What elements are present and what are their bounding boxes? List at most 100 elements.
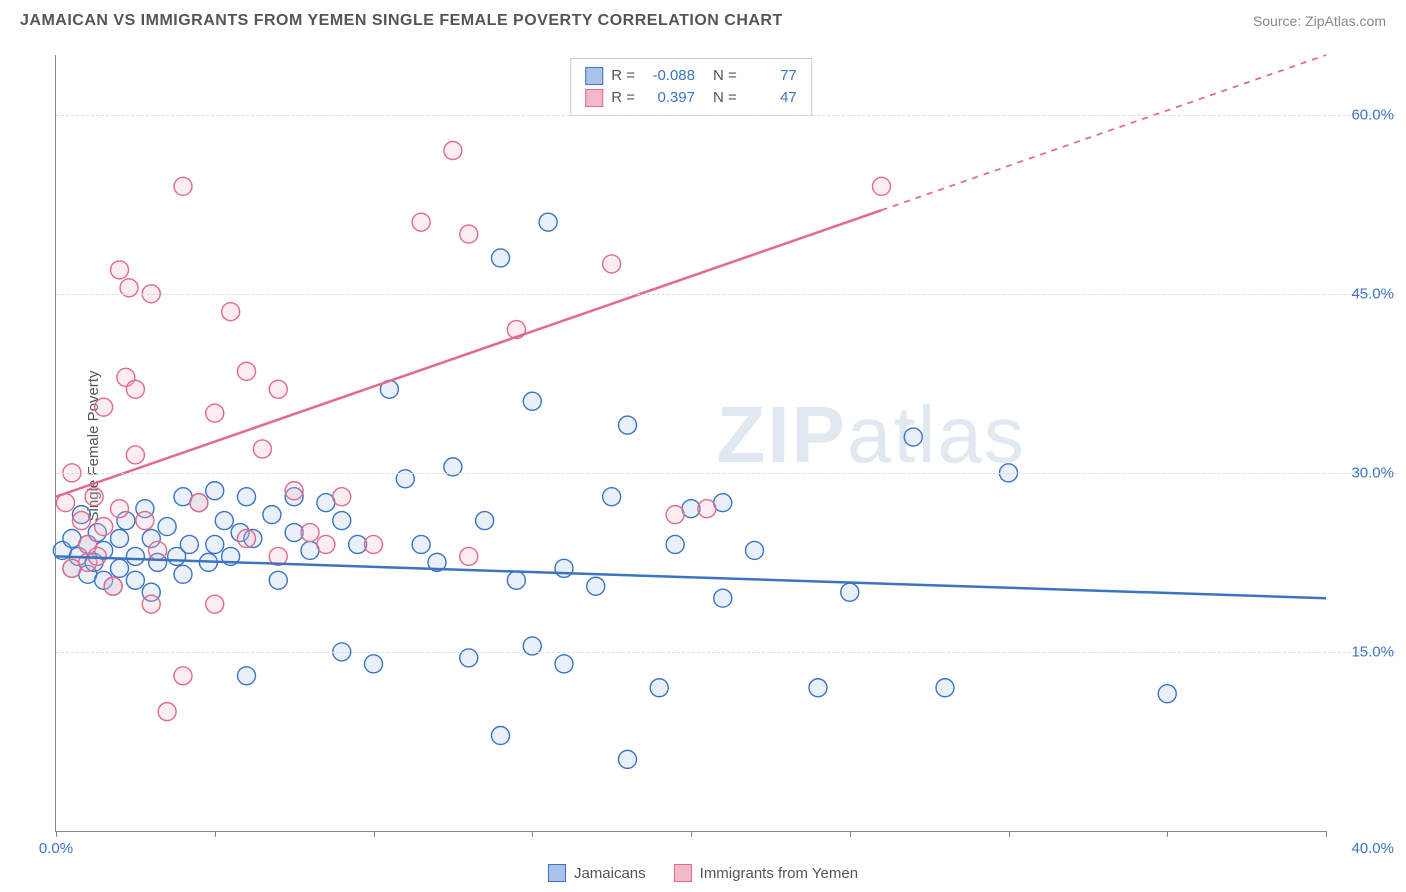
scatter-point <box>215 512 233 530</box>
legend-r-label: R = <box>611 87 635 109</box>
x-tick <box>1009 831 1010 837</box>
scatter-point <box>365 535 383 553</box>
scatter-point <box>904 428 922 446</box>
scatter-point <box>180 535 198 553</box>
scatter-point <box>523 392 541 410</box>
chart-header: JAMAICAN VS IMMIGRANTS FROM YEMEN SINGLE… <box>0 0 1406 38</box>
series-legend-label: Jamaicans <box>574 865 646 882</box>
legend-swatch <box>585 67 603 85</box>
gridline <box>56 115 1396 116</box>
scatter-point <box>158 703 176 721</box>
x-tick <box>374 831 375 837</box>
scatter-point <box>72 512 90 530</box>
scatter-svg <box>56 55 1326 831</box>
scatter-point <box>587 577 605 595</box>
scatter-point <box>95 398 113 416</box>
scatter-point <box>174 177 192 195</box>
chart-title: JAMAICAN VS IMMIGRANTS FROM YEMEN SINGLE… <box>20 12 783 30</box>
chart-plot-area: ZIPatlas R =-0.088N =77R =0.397N =47 15.… <box>55 55 1326 832</box>
x-tick <box>56 831 57 837</box>
x-tick <box>215 831 216 837</box>
series-legend: Jamaicans Immigrants from Yemen <box>548 864 858 882</box>
legend-r-label: R = <box>611 65 635 87</box>
legend-n-label: N = <box>713 87 737 109</box>
scatter-point <box>206 535 224 553</box>
scatter-point <box>603 255 621 273</box>
scatter-point <box>301 524 319 542</box>
legend-n-label: N = <box>713 65 737 87</box>
scatter-point <box>126 547 144 565</box>
scatter-point <box>85 488 103 506</box>
scatter-point <box>555 655 573 673</box>
scatter-point <box>174 667 192 685</box>
scatter-point <box>507 571 525 589</box>
scatter-point <box>555 559 573 577</box>
trend-line-extrapolated <box>882 55 1327 210</box>
x-tick <box>850 831 851 837</box>
scatter-point <box>285 482 303 500</box>
x-tick <box>691 831 692 837</box>
series-legend-label: Immigrants from Yemen <box>700 865 858 882</box>
x-tick <box>532 831 533 837</box>
y-tick-label: 15.0% <box>1351 643 1394 660</box>
scatter-point <box>619 750 637 768</box>
scatter-point <box>149 541 167 559</box>
y-tick-label: 60.0% <box>1351 106 1394 123</box>
legend-swatch <box>548 864 566 882</box>
scatter-point <box>666 535 684 553</box>
series-legend-item: Immigrants from Yemen <box>674 864 858 882</box>
gridline <box>56 294 1396 295</box>
x-tick-label: 40.0% <box>1351 840 1394 857</box>
scatter-point <box>476 512 494 530</box>
scatter-point <box>253 440 271 458</box>
scatter-point <box>539 213 557 231</box>
scatter-point <box>238 488 256 506</box>
scatter-point <box>126 380 144 398</box>
scatter-point <box>650 679 668 697</box>
scatter-point <box>619 416 637 434</box>
scatter-point <box>936 679 954 697</box>
gridline <box>56 652 1396 653</box>
scatter-point <box>190 494 208 512</box>
gridline <box>56 473 1396 474</box>
scatter-point <box>269 571 287 589</box>
scatter-point <box>95 518 113 536</box>
scatter-point <box>444 142 462 160</box>
legend-n-value: 47 <box>745 87 797 109</box>
stats-legend-row: R =-0.088N =77 <box>585 65 797 87</box>
scatter-point <box>206 404 224 422</box>
scatter-point <box>492 726 510 744</box>
stats-legend-row: R = 0.397 N = 47 <box>585 87 797 109</box>
x-tick <box>1326 831 1327 837</box>
x-tick-label: 0.0% <box>39 840 73 857</box>
scatter-point <box>136 512 154 530</box>
scatter-point <box>206 482 224 500</box>
scatter-point <box>698 500 716 518</box>
legend-n-value: 77 <box>745 65 797 87</box>
scatter-point <box>111 559 129 577</box>
scatter-point <box>222 303 240 321</box>
trend-line <box>56 210 882 497</box>
legend-r-value: 0.397 <box>643 87 695 109</box>
scatter-point <box>317 535 335 553</box>
scatter-point <box>126 571 144 589</box>
scatter-point <box>809 679 827 697</box>
trend-line <box>56 556 1326 598</box>
legend-swatch <box>585 89 603 107</box>
scatter-point <box>603 488 621 506</box>
scatter-point <box>111 500 129 518</box>
scatter-point <box>412 213 430 231</box>
scatter-point <box>158 518 176 536</box>
series-legend-item: Jamaicans <box>548 864 646 882</box>
scatter-point <box>111 261 129 279</box>
legend-swatch <box>674 864 692 882</box>
scatter-point <box>333 512 351 530</box>
scatter-point <box>238 667 256 685</box>
scatter-point <box>263 506 281 524</box>
y-tick-label: 45.0% <box>1351 285 1394 302</box>
scatter-point <box>238 362 256 380</box>
scatter-point <box>1158 685 1176 703</box>
chart-source: Source: ZipAtlas.com <box>1253 13 1386 29</box>
scatter-point <box>460 225 478 243</box>
scatter-point <box>111 530 129 548</box>
